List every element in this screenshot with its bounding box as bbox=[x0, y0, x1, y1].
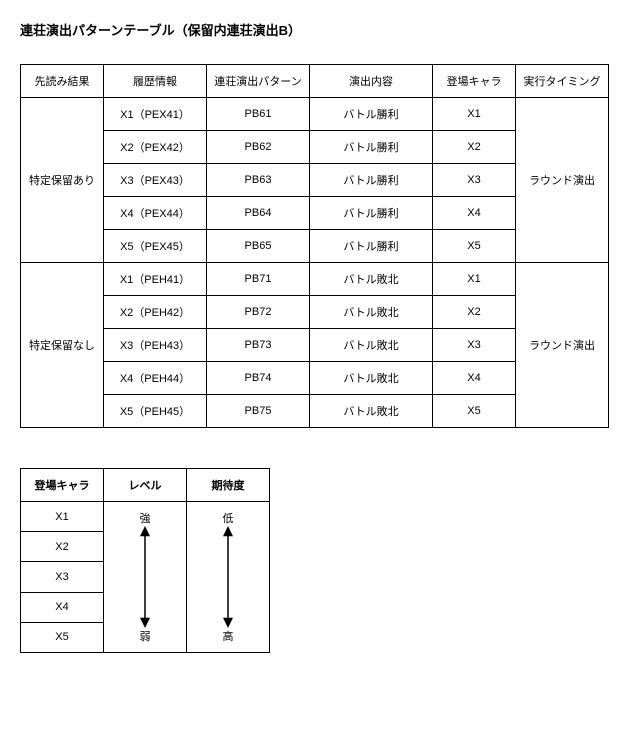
cell-timing-2: ラウンド演出 bbox=[516, 263, 609, 428]
header-history: 履歴情報 bbox=[104, 65, 207, 98]
header-lookahead: 先読み結果 bbox=[21, 65, 104, 98]
cell-history: X3（PEH43） bbox=[104, 329, 207, 362]
cell-content: バトル敗北 bbox=[310, 362, 433, 395]
cell-pattern: PB62 bbox=[207, 131, 310, 164]
cell-character: X1 bbox=[433, 98, 516, 131]
cell-content: バトル勝利 bbox=[310, 164, 433, 197]
expectation-top-label: 低 bbox=[187, 510, 269, 526]
cell-character: X1 bbox=[433, 263, 516, 296]
cell-content: バトル勝利 bbox=[310, 131, 433, 164]
small-header-character: 登場キャラ bbox=[21, 469, 104, 502]
cell-pattern: PB65 bbox=[207, 230, 310, 263]
cell-history: X1（PEH41） bbox=[104, 263, 207, 296]
table-header-row: 先読み結果 履歴情報 連荘演出パターン 演出内容 登場キャラ 実行タイミング bbox=[21, 65, 609, 98]
cell-content: バトル敗北 bbox=[310, 263, 433, 296]
cell-pattern: PB61 bbox=[207, 98, 310, 131]
cell-character: X5 bbox=[433, 230, 516, 263]
header-pattern: 連荘演出パターン bbox=[207, 65, 310, 98]
cell-character: X4 bbox=[433, 197, 516, 230]
level-top-label: 強 bbox=[104, 510, 186, 526]
character-level-table: 登場キャラ レベル 期待度 X1 強 弱 低 bbox=[20, 468, 270, 653]
cell-content: バトル敗北 bbox=[310, 395, 433, 428]
cell-content: バトル敗北 bbox=[310, 329, 433, 362]
cell-lookahead-1: 特定保留あり bbox=[21, 98, 104, 263]
cell-history: X3（PEX43） bbox=[104, 164, 207, 197]
table-row: 特定保留なし X1（PEH41） PB71 バトル敗北 X1 ラウンド演出 bbox=[21, 263, 609, 296]
header-character: 登場キャラ bbox=[433, 65, 516, 98]
cell-timing-1: ラウンド演出 bbox=[516, 98, 609, 263]
cell-character: X3 bbox=[433, 329, 516, 362]
small-cell-character: X1 bbox=[21, 502, 104, 532]
small-cell-character: X2 bbox=[21, 532, 104, 562]
cell-lookahead-2: 特定保留なし bbox=[21, 263, 104, 428]
cell-pattern: PB63 bbox=[207, 164, 310, 197]
double-arrow-icon bbox=[221, 526, 235, 628]
cell-pattern: PB72 bbox=[207, 296, 310, 329]
cell-history: X2（PEH42） bbox=[104, 296, 207, 329]
cell-content: バトル勝利 bbox=[310, 98, 433, 131]
cell-character: X5 bbox=[433, 395, 516, 428]
cell-history: X1（PEX41） bbox=[104, 98, 207, 131]
cell-character: X2 bbox=[433, 296, 516, 329]
cell-content: バトル勝利 bbox=[310, 197, 433, 230]
small-table-header-row: 登場キャラ レベル 期待度 bbox=[21, 469, 270, 502]
cell-history: X4（PEH44） bbox=[104, 362, 207, 395]
cell-history: X5（PEX45） bbox=[104, 230, 207, 263]
double-arrow-icon bbox=[138, 526, 152, 628]
expectation-arrow-cell: 低 高 bbox=[187, 502, 270, 653]
header-content: 演出内容 bbox=[310, 65, 433, 98]
expectation-bottom-label: 高 bbox=[187, 628, 269, 644]
cell-character: X2 bbox=[433, 131, 516, 164]
small-header-expectation: 期待度 bbox=[187, 469, 270, 502]
cell-pattern: PB74 bbox=[207, 362, 310, 395]
table-row: X1 強 弱 低 高 bbox=[21, 502, 270, 532]
cell-character: X3 bbox=[433, 164, 516, 197]
cell-pattern: PB73 bbox=[207, 329, 310, 362]
header-timing: 実行タイミング bbox=[516, 65, 609, 98]
level-arrow-cell: 強 弱 bbox=[104, 502, 187, 653]
small-cell-character: X4 bbox=[21, 592, 104, 622]
cell-history: X2（PEX42） bbox=[104, 131, 207, 164]
table-row: 特定保留あり X1（PEX41） PB61 バトル勝利 X1 ラウンド演出 bbox=[21, 98, 609, 131]
main-pattern-table: 先読み結果 履歴情報 連荘演出パターン 演出内容 登場キャラ 実行タイミング 特… bbox=[20, 64, 609, 428]
cell-pattern: PB75 bbox=[207, 395, 310, 428]
cell-character: X4 bbox=[433, 362, 516, 395]
small-header-level: レベル bbox=[104, 469, 187, 502]
cell-pattern: PB71 bbox=[207, 263, 310, 296]
cell-history: X5（PEH45） bbox=[104, 395, 207, 428]
level-bottom-label: 弱 bbox=[104, 628, 186, 644]
small-cell-character: X5 bbox=[21, 622, 104, 652]
cell-history: X4（PEX44） bbox=[104, 197, 207, 230]
page-title: 連荘演出パターンテーブル（保留内連荘演出B） bbox=[20, 20, 620, 39]
cell-content: バトル敗北 bbox=[310, 296, 433, 329]
cell-pattern: PB64 bbox=[207, 197, 310, 230]
small-cell-character: X3 bbox=[21, 562, 104, 592]
cell-content: バトル勝利 bbox=[310, 230, 433, 263]
